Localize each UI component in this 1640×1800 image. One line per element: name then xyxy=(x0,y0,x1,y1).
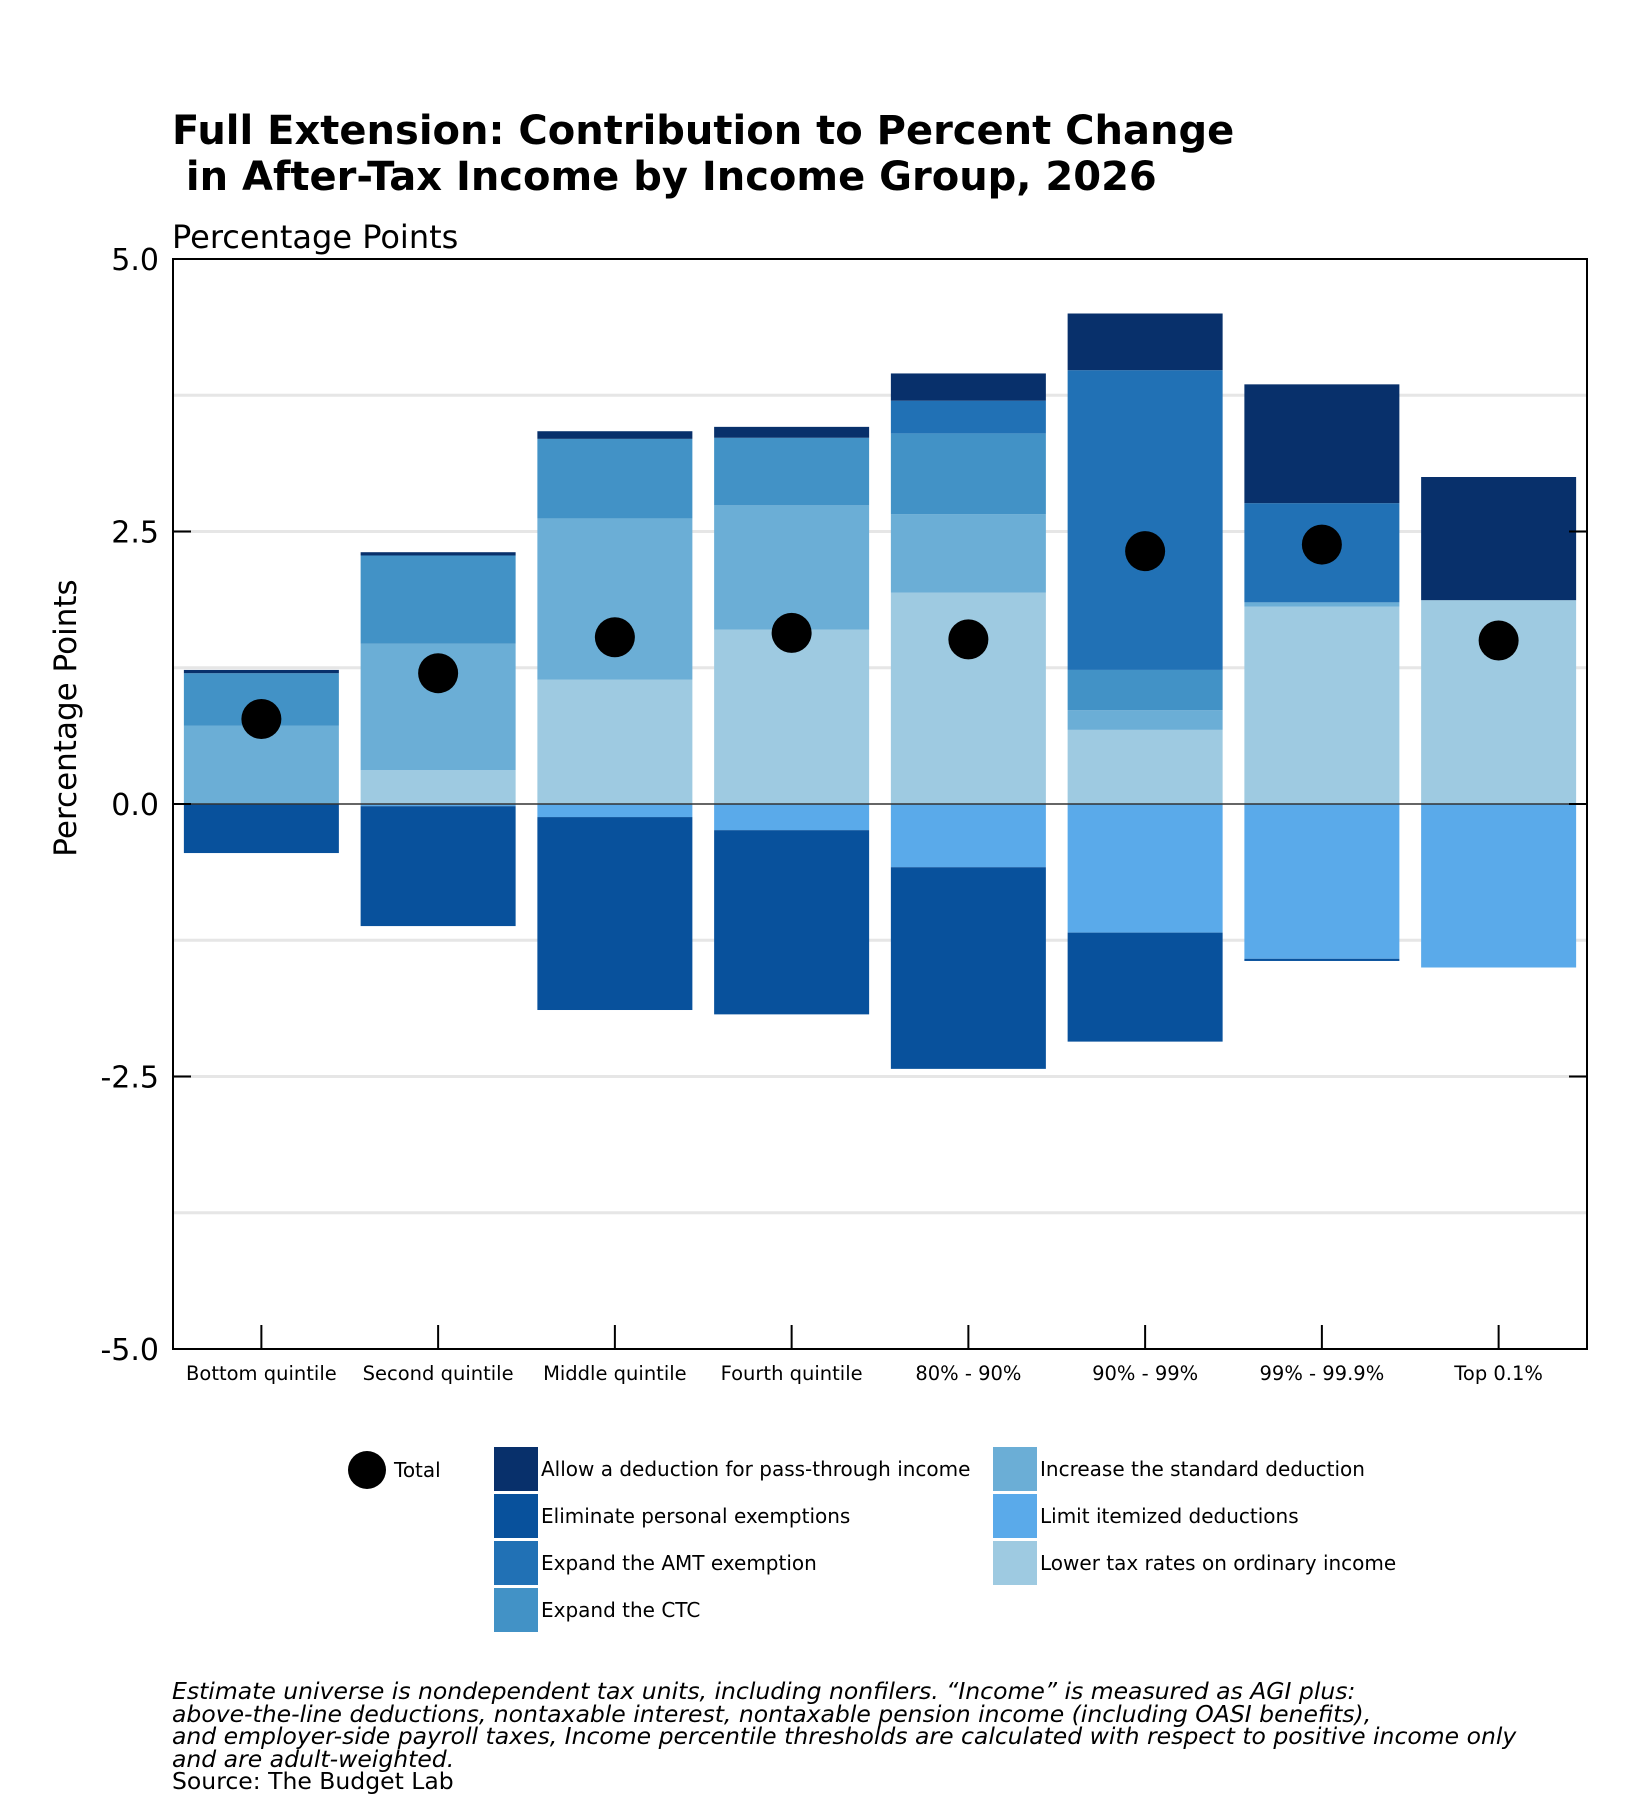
bar-segment-3-0 xyxy=(714,629,870,804)
bar-segment-5-6 xyxy=(1067,932,1223,1042)
axis-layer: 5.0 2.5 0.0 -2.5 -5.0 Bottom quintile Second q… xyxy=(100,243,1588,1385)
y-tick-label: 5.0 xyxy=(111,243,159,278)
bar-segment-2-4 xyxy=(537,431,693,439)
x-tick-label: 80% - 90% xyxy=(915,1362,1021,1385)
chart-title-line-1: Full Extension: Contribution to Percent … xyxy=(172,108,1235,154)
bar-segment-6-4 xyxy=(1244,384,1400,504)
total-point-7 xyxy=(1478,620,1519,661)
bar-segment-4-4 xyxy=(890,373,1046,401)
bar-segment-4-1 xyxy=(890,514,1046,593)
x-tick-label: 99% - 99.9% xyxy=(1260,1362,1385,1385)
footnote-line-3: and employer-side payroll taxes, Income … xyxy=(172,1722,1517,1750)
bar-segment-4-5 xyxy=(890,804,1046,868)
x-tick-label: Second quintile xyxy=(363,1362,514,1385)
bar-segment-3-1 xyxy=(714,505,870,630)
total-point-2 xyxy=(594,617,635,658)
footnote-line-1: Estimate universe is nondependent tax un… xyxy=(172,1677,1356,1705)
y-tick-label: 2.5 xyxy=(111,516,159,551)
bar-layer xyxy=(183,313,1577,1069)
bar-segment-0-6 xyxy=(183,804,339,854)
bar-segment-1-4 xyxy=(360,552,516,556)
total-point-3 xyxy=(771,612,812,653)
bar-segment-1-2 xyxy=(360,555,516,644)
source-note: Source: The Budget Lab xyxy=(172,1767,454,1795)
x-tick-label: 90% - 99% xyxy=(1092,1362,1198,1385)
bar-segment-2-6 xyxy=(537,817,693,1011)
bar-segment-6-5 xyxy=(1244,804,1400,959)
bar-segment-3-4 xyxy=(714,426,870,438)
bar-segment-4-2 xyxy=(890,433,1046,515)
bar-segment-7-4 xyxy=(1421,477,1577,601)
bar-segment-6-0 xyxy=(1244,606,1400,804)
total-dot-layer xyxy=(241,524,1519,739)
y-axis-label: Percentage Points xyxy=(48,579,84,856)
bar-segment-6-6 xyxy=(1244,958,1400,961)
y-tick-label: 0.0 xyxy=(111,788,159,823)
x-tick-label: Fourth quintile xyxy=(721,1362,863,1385)
bar-segment-5-4 xyxy=(1067,313,1223,371)
footnote-line-2: above-the-line deductions, nontaxable in… xyxy=(172,1699,1372,1728)
bar-segment-4-6 xyxy=(890,867,1046,1069)
bar-segment-3-2 xyxy=(714,437,870,506)
bar-segment-6-1 xyxy=(1244,602,1400,607)
bar-segment-7-5 xyxy=(1421,804,1577,968)
bar-segment-1-0 xyxy=(360,770,516,804)
bar-segment-1-6 xyxy=(360,806,516,927)
x-tick-label: Middle quintile xyxy=(543,1362,687,1385)
y-tick-label: -5.0 xyxy=(100,1333,159,1368)
x-tick-label: Top 0.1% xyxy=(1453,1362,1543,1385)
bar-segment-5-2 xyxy=(1067,669,1223,711)
total-point-4 xyxy=(948,619,989,660)
chart-title: Full Extension: Contribution to Percent … xyxy=(172,108,1572,200)
footnote: Estimate universe is nondependent tax un… xyxy=(172,1680,1516,1770)
total-point-0 xyxy=(241,698,282,739)
bar-segment-5-3 xyxy=(1067,370,1223,670)
footnote-line-4: and are adult-weighted. xyxy=(172,1744,455,1773)
total-point-6 xyxy=(1301,524,1342,565)
bar-segment-5-5 xyxy=(1067,804,1223,933)
bar-segment-2-0 xyxy=(537,679,693,804)
bar-segment-0-4 xyxy=(183,669,339,674)
bar-segment-3-5 xyxy=(714,804,870,831)
bar-segment-2-2 xyxy=(537,438,693,519)
bar-segment-4-3 xyxy=(890,400,1046,434)
bar-segment-3-6 xyxy=(714,830,870,1015)
total-point-5 xyxy=(1125,531,1166,572)
bar-segment-2-5 xyxy=(537,804,693,818)
y-tick-label: -2.5 xyxy=(100,1061,159,1096)
bar-segment-5-0 xyxy=(1067,729,1223,804)
x-tick-label: Bottom quintile xyxy=(186,1362,337,1385)
chart-title-line-2: in After-Tax Income by Income Group, 202… xyxy=(172,154,1157,200)
bar-segment-5-1 xyxy=(1067,710,1223,730)
bar-segment-1-5 xyxy=(360,804,516,807)
total-point-1 xyxy=(418,653,459,694)
chart-subtitle: Percentage Points xyxy=(172,218,459,256)
